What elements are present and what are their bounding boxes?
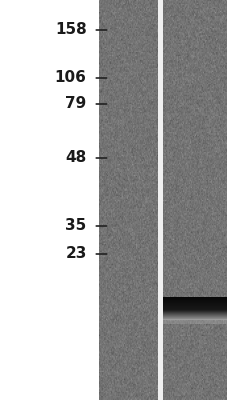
Text: 23: 23 xyxy=(65,246,86,262)
Bar xyxy=(158,0,162,400)
Text: 48: 48 xyxy=(65,150,86,166)
Text: 35: 35 xyxy=(65,218,86,234)
Text: 158: 158 xyxy=(55,22,86,38)
Bar xyxy=(162,319,227,324)
Text: 79: 79 xyxy=(65,96,86,112)
Text: 106: 106 xyxy=(54,70,86,86)
